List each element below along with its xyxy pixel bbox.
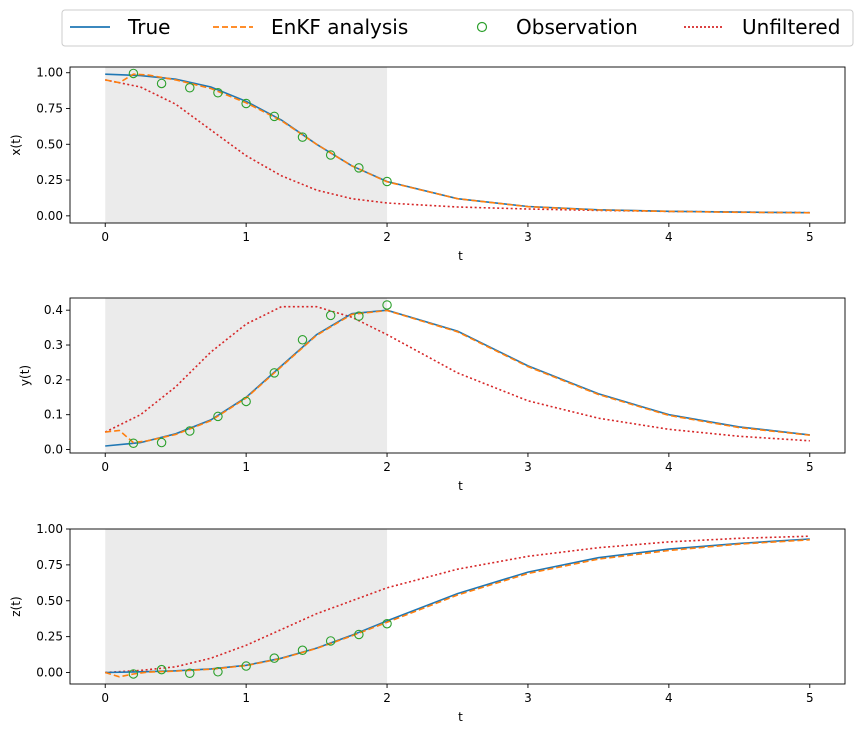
- x-axis-label: t: [458, 249, 463, 263]
- observation-point: [382, 176, 392, 187]
- observation-point: [156, 437, 167, 448]
- observation-point: [269, 368, 280, 378]
- y-tick-label: 0.25: [36, 630, 63, 644]
- legend-label: Unfiltered: [742, 15, 840, 39]
- legend-label: Observation: [516, 15, 638, 39]
- x-axis-label: t: [458, 710, 463, 724]
- x-tick-label: 3: [524, 230, 532, 244]
- x-tick-label: 4: [665, 460, 673, 474]
- y-tick-label: 0.50: [36, 137, 63, 151]
- panel-x: 0 1 2 3 4 5 0.00 0.25 0.50 0.75 1.00 t x(t): [9, 66, 846, 263]
- y-axis-label: y(t): [18, 365, 32, 386]
- observation-point: [382, 618, 392, 629]
- x-tick-label: 2: [383, 691, 391, 705]
- observation-point: [297, 132, 308, 142]
- x-tick-label: 5: [806, 230, 814, 244]
- legend-label: EnKF analysis: [271, 15, 408, 39]
- series-enkf-analysis: [105, 73, 810, 214]
- observation-point: [241, 396, 251, 407]
- x-tick-label: 1: [242, 691, 250, 705]
- y-tick-label: 0.75: [36, 102, 63, 116]
- y-axis-label: x(t): [9, 134, 23, 155]
- x-tick-label: 4: [665, 230, 673, 244]
- observation-point: [297, 335, 308, 345]
- series-enkf-analysis: [105, 309, 810, 444]
- panel-z: 0 1 2 3 4 5 0.00 0.25 0.50 0.75 1.00 t z(t): [9, 522, 846, 724]
- axes-frame: [69, 297, 846, 454]
- y-tick-label: 0.3: [44, 338, 63, 352]
- x-tick-label: 2: [383, 460, 391, 474]
- observation-point: [241, 98, 251, 109]
- observation-point: [156, 664, 167, 675]
- x-tick-label: 4: [665, 691, 673, 705]
- observation-point: [241, 661, 251, 671]
- axes-frame: [69, 66, 846, 224]
- observation-point: [185, 426, 195, 436]
- x-tick-label: 0: [101, 460, 109, 474]
- observation-point: [128, 438, 139, 448]
- observation-point: [354, 311, 364, 321]
- y-tick-label: 1.00: [36, 522, 63, 536]
- x-tick-label: 2: [383, 230, 391, 244]
- observation-point: [269, 111, 280, 122]
- observation-point: [325, 150, 336, 160]
- x-tick-label: 1: [242, 460, 250, 474]
- observation-point: [213, 411, 223, 422]
- observation-point: [269, 653, 280, 663]
- observation-point: [325, 310, 336, 321]
- observation-point: [325, 636, 336, 646]
- x-axis-label: t: [458, 479, 463, 493]
- observation-point: [128, 669, 139, 679]
- observation-point: [128, 68, 139, 79]
- observation-point: [297, 645, 308, 656]
- observation-point: [354, 629, 364, 640]
- y-tick-label: 0.1: [44, 408, 63, 422]
- legend-marker-observation: [476, 21, 488, 33]
- series-unfiltered: [104, 305, 810, 442]
- observation-point: [382, 300, 392, 310]
- axes-frame: [69, 528, 846, 685]
- x-tick-label: 3: [524, 691, 532, 705]
- observation-point: [213, 88, 223, 98]
- x-tick-label: 0: [101, 230, 109, 244]
- y-tick-label: 0.50: [36, 594, 63, 608]
- assimilation-window: [105, 529, 388, 684]
- y-axis-label: z(t): [9, 596, 23, 616]
- observation-point: [156, 78, 167, 89]
- y-tick-label: 0.00: [36, 666, 63, 680]
- observation-point: [213, 667, 223, 677]
- observation-point: [185, 83, 195, 93]
- assimilation-window: [105, 67, 388, 223]
- legend-label: True: [127, 15, 170, 39]
- x-tick-label: 5: [806, 691, 814, 705]
- y-tick-label: 0.75: [36, 558, 63, 572]
- x-tick-label: 0: [101, 691, 109, 705]
- x-tick-label: 1: [242, 230, 250, 244]
- legend-frame: [61, 9, 854, 47]
- observation-point: [185, 668, 195, 678]
- series-enkf-analysis: [104, 539, 810, 678]
- y-tick-label: 1.00: [36, 66, 63, 80]
- y-tick-label: 0.0: [44, 443, 63, 457]
- assimilation-window: [105, 298, 388, 453]
- y-tick-label: 0.00: [36, 209, 63, 223]
- y-tick-label: 0.2: [44, 373, 63, 387]
- x-tick-label: 5: [806, 460, 814, 474]
- legend: True EnKF analysis Observation Unfiltered: [61, 9, 854, 47]
- x-tick-label: 3: [524, 460, 532, 474]
- series-unfiltered: [105, 535, 810, 674]
- panel-y: 0 1 2 3 4 5 0.0 0.1 0.2 0.3 0.4 t y(t): [18, 297, 846, 493]
- y-tick-label: 0.25: [36, 173, 63, 187]
- observation-point: [354, 163, 364, 173]
- y-tick-label: 0.4: [44, 303, 63, 317]
